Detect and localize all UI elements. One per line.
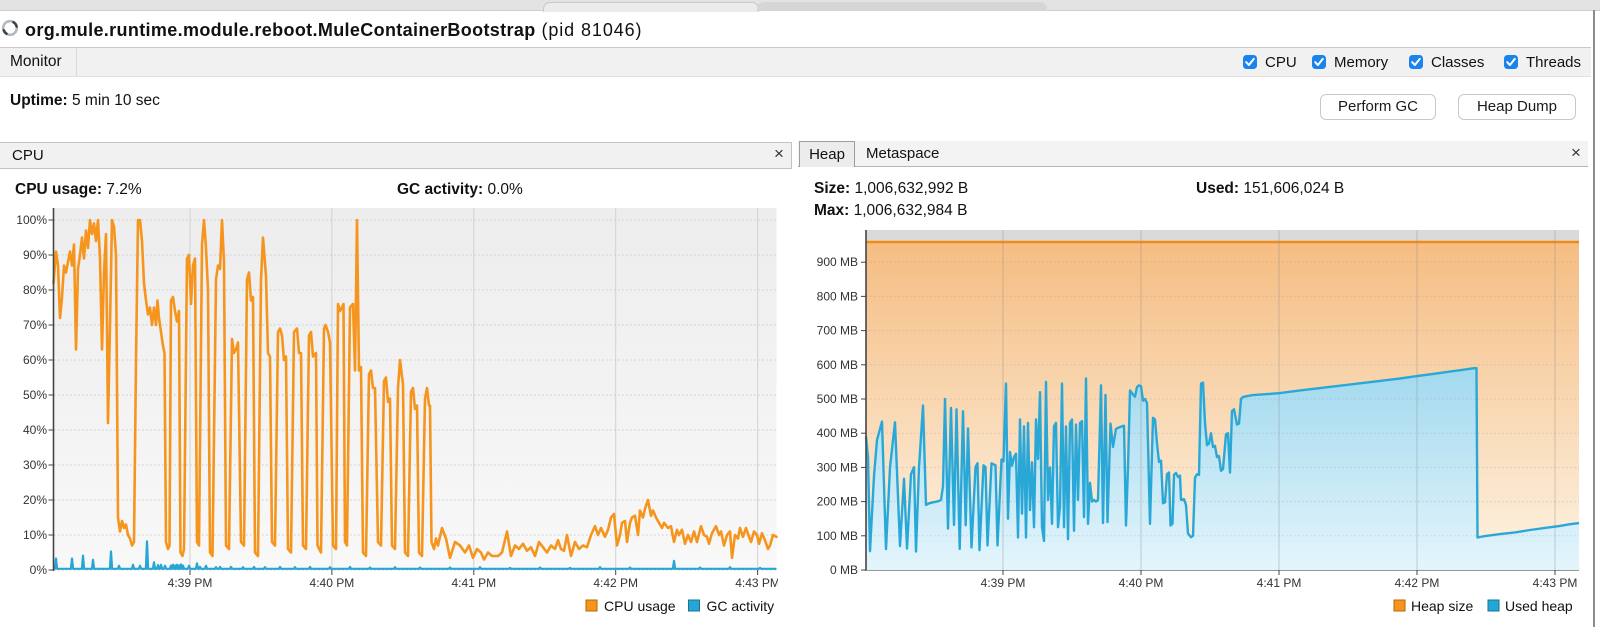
svg-text:50%: 50% — [23, 388, 47, 402]
svg-text:400 MB: 400 MB — [817, 426, 858, 440]
svg-text:4:42 PM: 4:42 PM — [593, 576, 638, 590]
svg-text:4:43 PM: 4:43 PM — [735, 576, 778, 590]
svg-text:4:41 PM: 4:41 PM — [1257, 576, 1302, 590]
svg-text:300 MB: 300 MB — [817, 460, 858, 474]
svg-text:0 MB: 0 MB — [830, 563, 858, 577]
svg-text:10%: 10% — [23, 528, 47, 542]
svg-text:70%: 70% — [23, 318, 47, 332]
svg-text:80%: 80% — [23, 283, 47, 297]
svg-text:GC activity: GC activity — [707, 598, 775, 614]
svg-text:40%: 40% — [23, 423, 47, 437]
svg-text:CPU usage: CPU usage — [604, 598, 676, 614]
svg-text:4:43 PM: 4:43 PM — [1533, 576, 1578, 590]
svg-text:600 MB: 600 MB — [817, 358, 858, 372]
svg-text:20%: 20% — [23, 493, 47, 507]
svg-text:700 MB: 700 MB — [817, 324, 858, 338]
svg-text:200 MB: 200 MB — [817, 495, 858, 509]
svg-text:100 MB: 100 MB — [817, 529, 858, 543]
svg-text:4:40 PM: 4:40 PM — [310, 576, 355, 590]
svg-text:4:40 PM: 4:40 PM — [1119, 576, 1164, 590]
svg-text:30%: 30% — [23, 458, 47, 472]
svg-text:60%: 60% — [23, 353, 47, 367]
svg-text:4:41 PM: 4:41 PM — [451, 576, 496, 590]
svg-text:4:39 PM: 4:39 PM — [168, 576, 213, 590]
svg-text:4:42 PM: 4:42 PM — [1395, 576, 1440, 590]
svg-text:0%: 0% — [30, 563, 48, 577]
svg-text:100%: 100% — [16, 213, 47, 227]
svg-text:900 MB: 900 MB — [817, 255, 858, 269]
svg-text:800 MB: 800 MB — [817, 289, 858, 303]
svg-text:90%: 90% — [23, 248, 47, 262]
svg-text:Heap size: Heap size — [1411, 598, 1473, 614]
svg-text:500 MB: 500 MB — [817, 392, 858, 406]
svg-text:4:39 PM: 4:39 PM — [981, 576, 1026, 590]
svg-text:Used heap: Used heap — [1505, 598, 1573, 614]
